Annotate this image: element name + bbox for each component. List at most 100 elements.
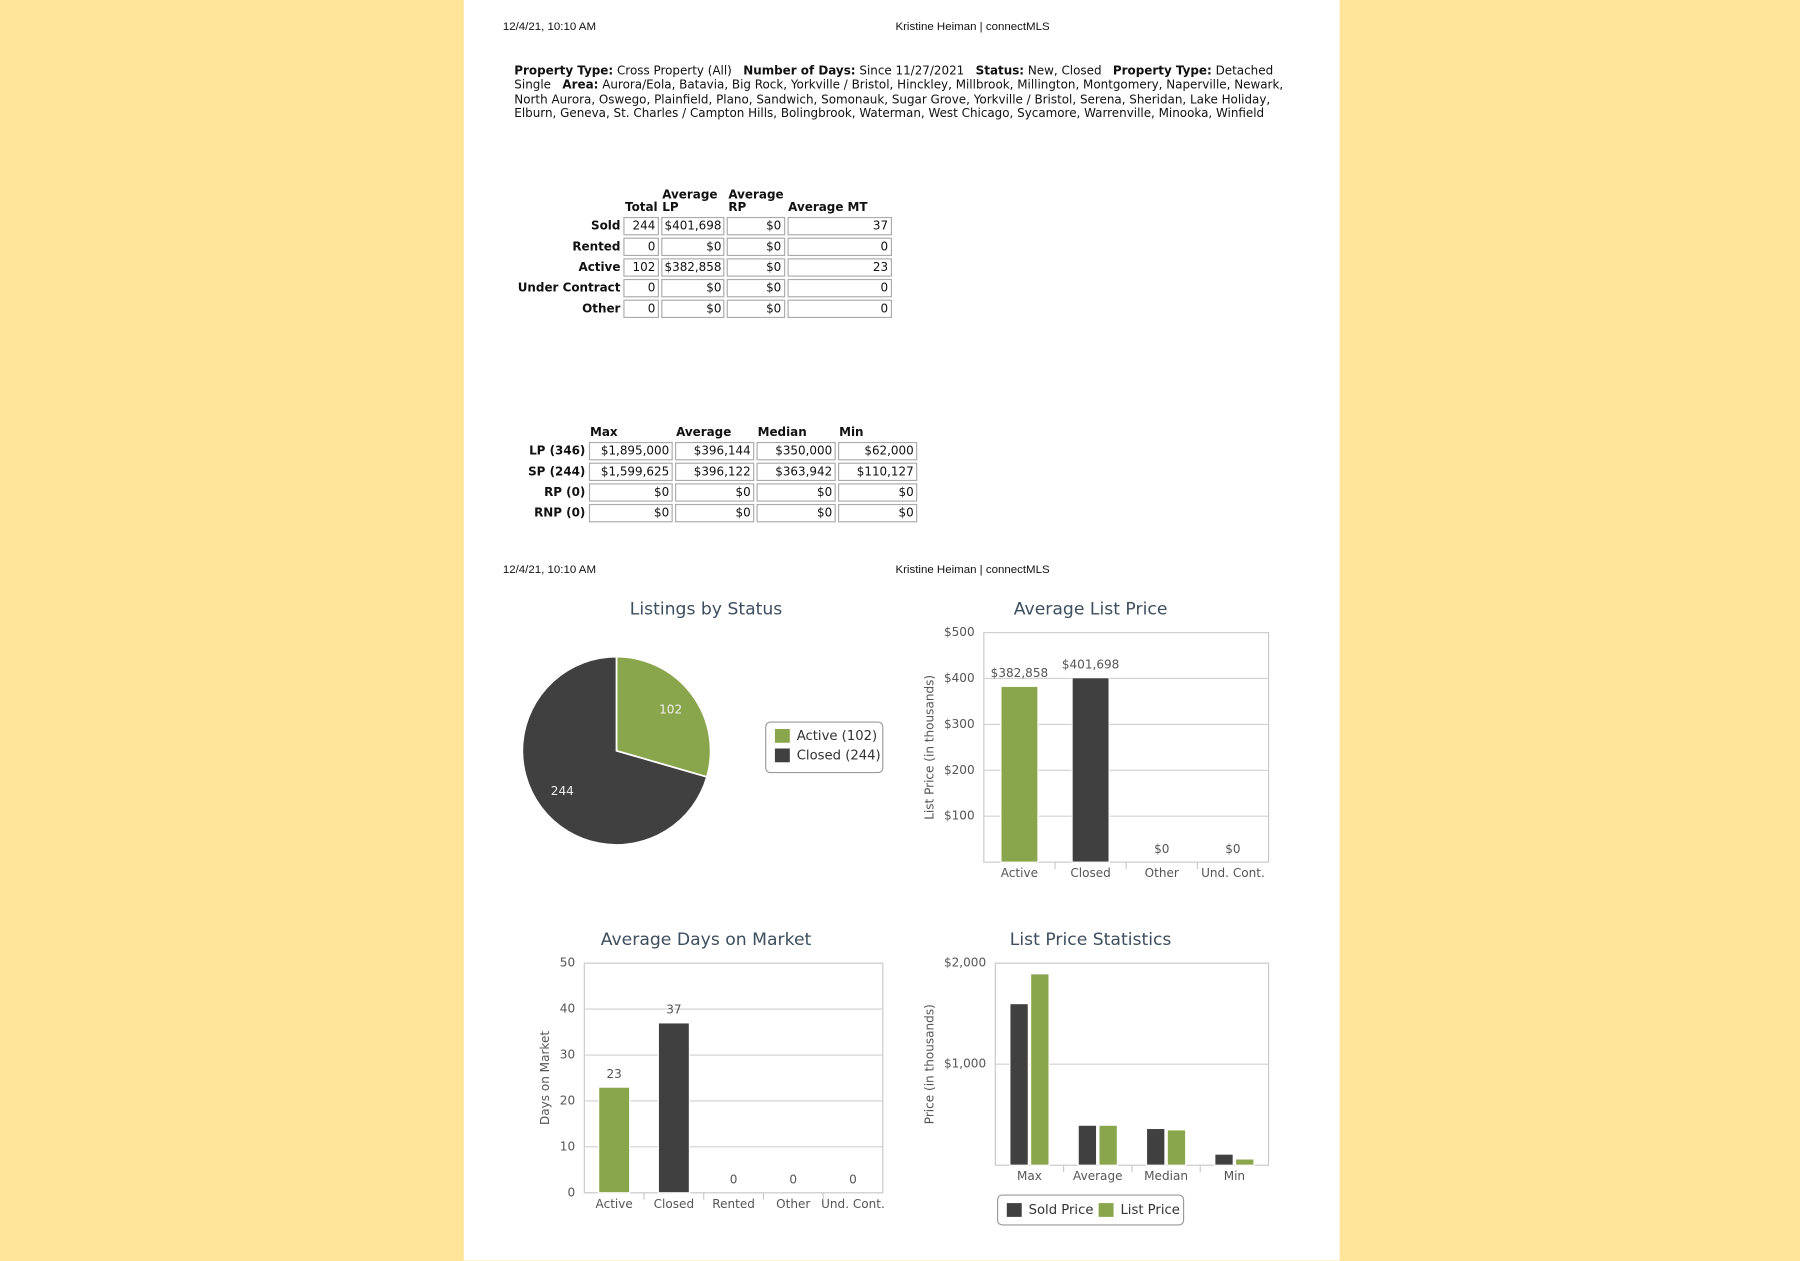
x-tick-label: Median (1144, 1169, 1188, 1183)
author: Kristine Heiman | connectMLS (895, 20, 1050, 34)
legend-swatch (774, 728, 790, 743)
criteria-value: New, Closed (1027, 64, 1102, 79)
bar (1009, 1003, 1029, 1166)
x-tick-label: Und. Cont. (821, 1197, 885, 1211)
table-cell: $0 (661, 299, 725, 318)
table-row: RP (0) $0 $0 $0 $0 (527, 483, 918, 502)
table-body: Sold 244 $401,698 $0 37 Rented 0 $0 $0 0 Active 102… (517, 216, 892, 318)
criteria-label: Area: (562, 78, 599, 93)
slice-label: 244 (551, 784, 574, 798)
column-header: Total (625, 200, 658, 215)
criteria-value: Since 11/27/2021 (859, 64, 965, 79)
table-body: LP (346) $1,895,000 $396,144 $350,000 $62,00… (527, 441, 918, 523)
table-cell: $0 (727, 299, 785, 318)
criteria-label: Property Type: (514, 64, 614, 79)
data-label: 37 (666, 1003, 681, 1017)
chart-title: Average Days on Market (601, 930, 812, 950)
table-row: Rented 0 $0 $0 0 (517, 237, 892, 257)
bar (1077, 1124, 1098, 1166)
data-label: 23 (607, 1067, 622, 1081)
header-row: Max Average Median Min (527, 425, 917, 440)
table-cell: $396,122 (674, 462, 755, 482)
data-label: $0 (1225, 842, 1240, 856)
table-cell: $0 (756, 503, 836, 523)
table-row: LP (346) $1,895,000 $396,144 $350,000 $62,00… (527, 441, 918, 461)
table-row: Active 102 $382,858 $0 23 (517, 258, 892, 277)
y-tick-label: $300 (944, 717, 975, 731)
table-cell: $0 (837, 503, 918, 523)
y-tick-label: 50 (560, 956, 575, 970)
x-tick-label: Average (1073, 1169, 1122, 1183)
bar (1234, 1158, 1255, 1166)
legend-swatch (1098, 1203, 1114, 1217)
criteria-value: Cross Property (All) (616, 64, 732, 79)
bar (1166, 1129, 1187, 1166)
bar (1145, 1127, 1166, 1166)
legend-box (997, 1194, 1185, 1226)
status-table: Total Average LP Average RP Average MT Sold 2… (514, 187, 893, 320)
table-row: RNP (0) $0 $0 $0 $0 (527, 503, 918, 523)
x-tick-label: Closed (654, 1197, 694, 1211)
row-label: Rented (572, 239, 621, 254)
table-cell: $382,858 (661, 258, 725, 277)
table-cell: $363,942 (756, 462, 836, 482)
row-label: Active (578, 260, 621, 275)
table-cell: 23 (787, 258, 892, 277)
table-cell: 0 (623, 278, 659, 298)
pie-slice (615, 655, 712, 779)
y-tick-label: 0 (567, 1185, 575, 1199)
x-tick-label: Active (596, 1197, 633, 1211)
y-tick-label: $400 (944, 671, 975, 685)
table-cell: $0 (727, 258, 785, 277)
column-header: Max (589, 425, 618, 440)
table-row: SP (244) $1,599,625 $396,122 $363,942 $110,1… (527, 462, 918, 482)
bar (598, 1086, 631, 1194)
bar (1214, 1153, 1234, 1166)
chart-title: List Price Statistics (1010, 930, 1172, 950)
legend-label: Closed (244) (797, 748, 881, 763)
table-cell: $1,599,625 (588, 462, 673, 482)
table-cell: $0 (674, 503, 755, 523)
table-cell: $0 (674, 483, 755, 502)
y-axis-label: List Price (in thousands) (922, 675, 936, 820)
table-row: Under Contract 0 $0 $0 0 (517, 278, 892, 298)
bar (1071, 677, 1110, 863)
criteria-label: Number of Days: (743, 64, 856, 79)
author: Kristine Heiman | connectMLS (895, 563, 1050, 577)
table-cell: $396,144 (674, 441, 755, 461)
data-label: 0 (789, 1173, 797, 1187)
x-tick-label: Rented (712, 1197, 755, 1211)
criteria-value: Aurora/Eola, Batavia, Big Rock, Yorkvill… (514, 78, 1284, 121)
x-tick-label: Other (1145, 866, 1179, 880)
table-cell: $0 (837, 483, 918, 502)
y-tick-label: $2,000 (944, 956, 986, 970)
table-cell: 244 (623, 216, 659, 236)
row-label: Sold (591, 219, 621, 234)
price-table: Max Average Median Min LP (346) $1,895,000 $39… (525, 425, 920, 525)
data-label: $401,698 (1062, 658, 1119, 672)
y-tick-label: 10 (560, 1139, 575, 1153)
x-tick-label: Max (1017, 1169, 1042, 1183)
header-row: Total Average LP Average RP Average MT (517, 189, 892, 214)
row-label: Under Contract (517, 281, 621, 296)
table-cell: 0 (787, 299, 892, 318)
y-tick-label: 20 (560, 1093, 575, 1107)
table-cell: $0 (727, 278, 785, 298)
table-cell: $0 (756, 483, 836, 502)
datetime: 12/4/21, 10:10 AM (502, 20, 597, 34)
x-tick-label: Closed (1070, 866, 1110, 880)
legend-swatch (774, 748, 790, 763)
table-cell: $0 (727, 237, 785, 257)
datetime: 12/4/21, 10:10 AM (502, 563, 597, 577)
table-cell: 0 (623, 237, 659, 257)
y-tick-label: $1,000 (944, 1057, 986, 1071)
table-cell: $1,895,000 (588, 441, 673, 461)
table-cell: 0 (787, 237, 892, 257)
table-cell: $350,000 (756, 441, 836, 461)
y-tick-label: $200 (944, 763, 975, 777)
y-tick-label: $100 (944, 809, 975, 823)
y-axis-label: Days on Market (538, 1031, 552, 1125)
column-header: Median (757, 425, 807, 440)
legend-swatch (1006, 1203, 1022, 1217)
